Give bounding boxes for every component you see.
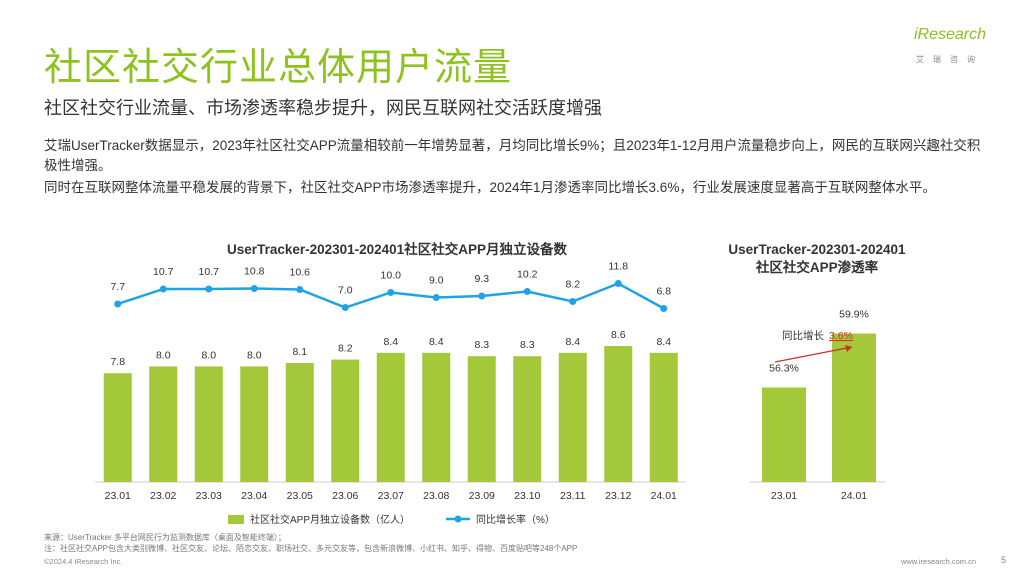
chart2-bar	[762, 387, 806, 482]
chart1-line-point	[387, 289, 395, 296]
source-note: 来源：UserTracker 多平台网民行为监测数据库（桌面及智能终端）；	[44, 533, 286, 542]
chart1-line-point	[614, 280, 622, 287]
chart1-x-tick: 23.08	[423, 490, 449, 502]
chart2-growth-arrow-shaft	[774, 346, 853, 363]
chart2-x-tick: 23.01	[771, 490, 797, 502]
legend-bar-label: 社区社交APP月独立设备数（亿人）	[250, 513, 410, 526]
chart1-bar-label: 8.4	[383, 336, 398, 348]
chart2-bar	[832, 333, 876, 482]
chart1-title: UserTracker-202301-202401社区社交APP月独立设备数	[227, 241, 567, 257]
chart1-bar	[376, 352, 405, 482]
chart1-x-tick: 23.11	[560, 490, 586, 502]
chart1-bar-label: 8.3	[474, 339, 489, 351]
chart1-x-tick: 23.09	[469, 490, 495, 502]
summary-paragraph-1: 艾瑞UserTracker数据显示，2023年社区社交APP流量相较前一年增势显…	[44, 138, 981, 173]
legend-line-marker	[454, 515, 462, 523]
chart1-line-label: 9.3	[474, 273, 489, 285]
logo-sub-text: 艾瑞咨询	[916, 55, 984, 64]
chart1-bar	[649, 352, 678, 482]
chart1-line-label: 7.7	[110, 281, 125, 293]
chart1-bar	[331, 359, 360, 482]
chart1-bar-label: 8.4	[429, 336, 444, 348]
chart1-line-point	[205, 285, 213, 293]
penetration-chart: UserTracker-202301-202401 社区社交APP渗透率 56.3%…	[728, 242, 906, 502]
chart1-line-label: 8.2	[565, 279, 580, 291]
chart1-bar-label: 8.0	[201, 349, 216, 361]
chart1-line-point	[523, 288, 531, 295]
chart1-line-label: 10.7	[153, 266, 174, 278]
chart1-bar-label: 8.0	[247, 349, 262, 361]
chart1-x-tick: 23.05	[287, 490, 313, 502]
chart1-bar	[285, 363, 314, 482]
chart2-growth-arrow-head	[845, 345, 852, 352]
chart1-line-point	[569, 298, 577, 305]
scope-note: 注：社区社交APP包含大类别微博、社区交友、论坛、陌恋交友、职场社交、多元交友等…	[44, 544, 578, 553]
chart1-bar	[467, 356, 496, 482]
chart1-bar-label: 8.3	[520, 339, 535, 351]
page-subtitle: 社区社交行业流量、市场渗透率稳步提升，网民互联网社交活跃度增强	[44, 98, 602, 118]
chart1-x-tick: 23.01	[105, 490, 131, 502]
chart1-x-tick: 23.04	[241, 490, 267, 502]
chart2-annotation-value: 3.6%	[829, 330, 853, 342]
chart1-line-label: 10.2	[517, 269, 538, 281]
chart1-x-tick: 23.03	[196, 490, 222, 502]
chart1-line-label: 10.0	[381, 270, 402, 282]
device-count-chart: UserTracker-202301-202401社区社交APP月独立设备数 7.…	[95, 241, 686, 526]
chart1-x-tick: 23.06	[332, 490, 358, 502]
chart1-bar	[194, 366, 223, 482]
chart1-bar-label: 8.0	[156, 349, 171, 361]
chart1-bar-label: 8.4	[565, 336, 580, 348]
chart1-line-point	[432, 294, 440, 301]
chart1-line-point	[296, 286, 304, 293]
chart1-line-point	[114, 300, 122, 308]
chart1-line-point	[250, 285, 258, 292]
chart1-bar	[513, 356, 542, 482]
chart1-bar	[103, 373, 132, 482]
chart1-line-label: 6.8	[656, 286, 671, 298]
chart1-x-tick: 24.01	[651, 490, 677, 502]
chart1-line-label: 7.0	[338, 285, 353, 297]
logo-main-text: iResearch	[914, 26, 987, 43]
chart1-bar-label: 8.1	[292, 346, 307, 358]
chart1-line-point	[159, 285, 167, 293]
summary-paragraph-2: 同时在互联网整体流量平稳发展的背景下，社区社交APP市场渗透率提升，2024年1…	[44, 180, 936, 195]
chart1-bar-label: 8.6	[611, 329, 626, 341]
page-number: 5	[1000, 555, 1006, 565]
chart1-line-label: 9.0	[429, 275, 444, 287]
chart1-x-tick: 23.02	[150, 490, 176, 502]
legend-line-label: 同比增长率（%）	[476, 513, 555, 526]
chart1-bar	[604, 346, 633, 482]
chart2-title-line1: UserTracker-202301-202401	[728, 242, 906, 257]
chart1-line-label: 10.6	[290, 267, 311, 279]
chart1-bar	[240, 366, 269, 482]
chart1-line-label: 10.7	[199, 266, 220, 278]
chart1-legend: 社区社交APP月独立设备数（亿人） 同比增长率（%）	[228, 513, 555, 526]
chart1-bar-label: 8.4	[656, 336, 671, 348]
legend-bar-swatch	[228, 515, 244, 524]
chart1-bar-label: 7.8	[110, 356, 125, 368]
chart1-bar	[149, 366, 178, 482]
chart2-x-tick: 24.01	[841, 490, 867, 502]
page-title: 社区社交行业总体用户流量	[44, 47, 513, 89]
chart2-bar-label: 59.9%	[839, 309, 869, 321]
copyright: ©2024.4 iResearch Inc.	[44, 557, 123, 566]
chart1-line-point	[478, 292, 486, 300]
chart1-x-tick: 23.12	[605, 490, 631, 502]
iresearch-logo: iResearch 艾瑞咨询	[914, 26, 1004, 70]
chart1-line-point	[660, 305, 668, 312]
website: www.iresearch.com.cn	[900, 557, 976, 566]
chart1-bar	[558, 352, 587, 482]
chart1-bar-label: 8.2	[338, 343, 353, 355]
chart2-bar-label: 56.3%	[769, 363, 799, 375]
chart1-line-label: 11.8	[608, 261, 628, 273]
chart1-bar	[422, 352, 451, 482]
chart1-x-tick: 23.10	[514, 490, 540, 502]
chart1-line-point	[341, 304, 349, 311]
chart2-annotation-label: 同比增长	[782, 329, 824, 342]
chart2-title-line2: 社区社交APP渗透率	[755, 259, 879, 275]
chart1-x-tick: 23.07	[378, 490, 404, 502]
chart1-line-label: 10.8	[244, 266, 265, 278]
